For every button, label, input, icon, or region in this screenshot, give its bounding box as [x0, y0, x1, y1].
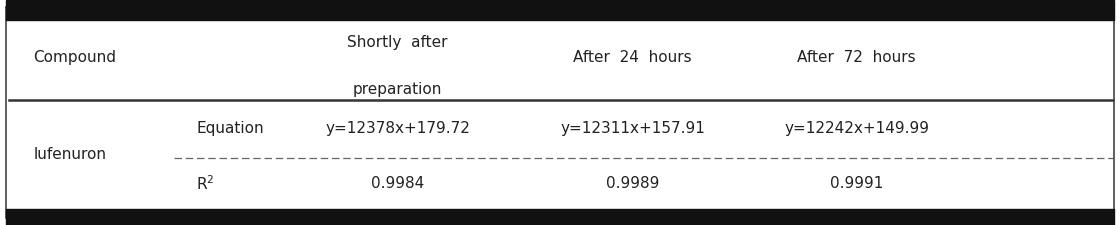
Text: R$^2$: R$^2$	[196, 174, 214, 193]
Text: After  24  hours: After 24 hours	[573, 50, 692, 65]
Text: 0.9991: 0.9991	[830, 176, 884, 191]
Text: lufenuron: lufenuron	[34, 147, 106, 162]
Text: 0.9984: 0.9984	[371, 176, 424, 191]
Text: y=12378x+179.72: y=12378x+179.72	[325, 121, 470, 136]
Bar	[6, 209, 1114, 225]
Text: Compound: Compound	[34, 50, 116, 65]
Text: y=12242x+149.99: y=12242x+149.99	[784, 121, 930, 136]
Text: After  72  hours: After 72 hours	[797, 50, 916, 65]
Text: Equation: Equation	[196, 121, 263, 136]
Text: 0.9989: 0.9989	[606, 176, 660, 191]
Bar	[6, 0, 1114, 20]
Text: preparation: preparation	[353, 82, 442, 97]
Text: Shortly  after: Shortly after	[347, 34, 448, 50]
Text: y=12311x+157.91: y=12311x+157.91	[560, 121, 706, 136]
